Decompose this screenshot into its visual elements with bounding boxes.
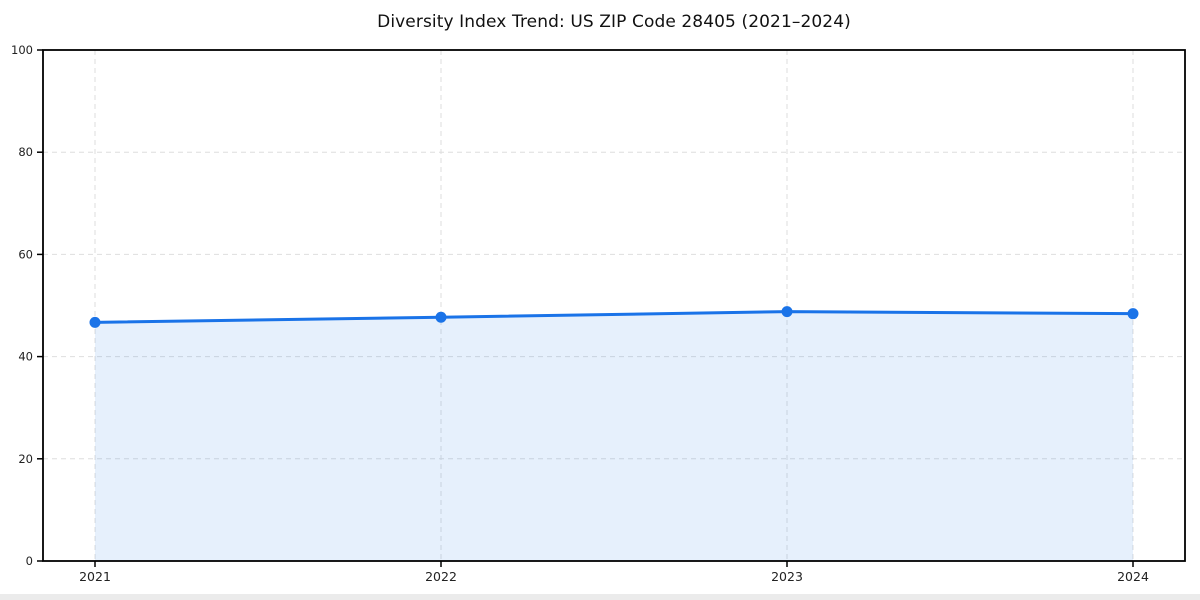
x-tick-label: 2024: [1117, 569, 1149, 584]
grid-layer: [43, 50, 1185, 561]
area-fill: [95, 311, 1133, 561]
data-point-2024: [1127, 308, 1139, 320]
data-point-2021: [89, 316, 101, 328]
y-tick-label: 100: [11, 43, 33, 57]
y-tick-label: 40: [18, 350, 33, 364]
y-tick-label: 20: [18, 452, 33, 466]
label-layer: 0 20 40 60 80 100 2021 2022 2023 2024: [11, 43, 1149, 584]
plot-border: [42, 49, 1186, 562]
y-tick-label: 80: [18, 145, 33, 159]
data-point-2022: [435, 311, 447, 323]
window-bottom-edge: [0, 594, 1200, 600]
x-tick-label: 2021: [79, 569, 111, 584]
y-tick-label: 60: [18, 247, 33, 261]
series-layer: [89, 306, 1139, 561]
x-tick-label: 2023: [771, 569, 803, 584]
y-tick-label: 0: [26, 554, 33, 568]
trend-line: [93, 310, 1135, 324]
axis-layer: [37, 49, 1186, 567]
x-tick-label: 2022: [425, 569, 457, 584]
chart-title: Diversity Index Trend: US ZIP Code 28405…: [377, 12, 851, 32]
data-point-2023: [781, 306, 793, 318]
